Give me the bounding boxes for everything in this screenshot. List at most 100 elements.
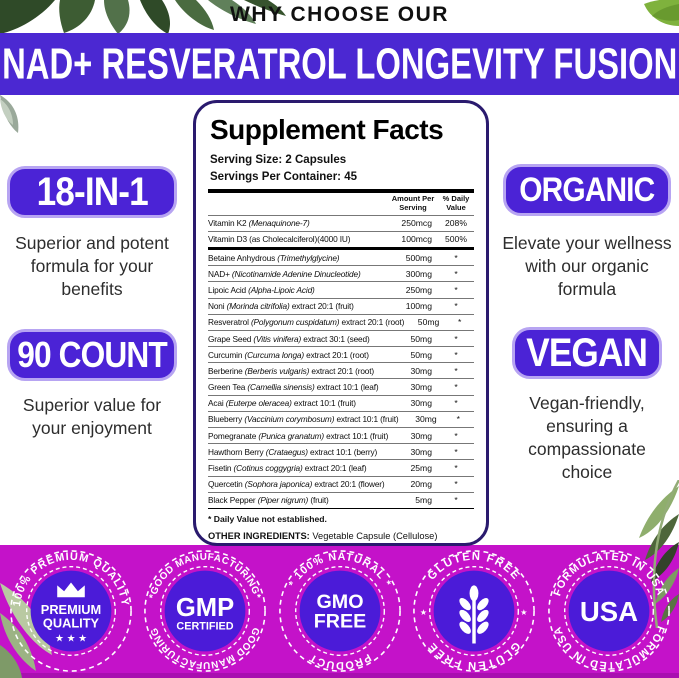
table-row: Betaine Anhydrous (Trimethylglycine) 500…	[208, 246, 474, 265]
ingredient-name: Pomegranate (Punica granatum) extract 10…	[208, 430, 389, 441]
ingredient-daily-value: *	[454, 349, 458, 360]
footer-strip: 100% PREMIUM QUALITY PREMIUM QUALITY ★ ★…	[0, 480, 679, 678]
table-row: Green Tea (Camellia sinensis) extract 10…	[208, 378, 474, 394]
ingredient-name: NAD+ (Nicotinamide Adenine Dinucleotide)	[208, 268, 361, 279]
facts-table-header: Amount Per Serving % Daily Value	[208, 193, 474, 214]
ingredient-name: Hawthorn Berry (Crataegus) extract 10:1 …	[208, 446, 378, 457]
ingredient-name: Lipoic Acid (Alpha-Lipoic Acid)	[208, 284, 315, 295]
seal-core	[30, 570, 111, 652]
seal-inner-ring	[563, 566, 654, 656]
table-row: Pomegranate (Punica granatum) extract 10…	[208, 427, 474, 443]
table-row: Vitamin D3 (as Cholecalciferol)(4000 IU)…	[208, 230, 474, 247]
seal-gmo-free: * 100% NATURAL * PRODUCT GMO FREE	[278, 550, 401, 672]
ingredient-daily-value: *	[454, 284, 458, 295]
daily-value-footnote: * Daily Value not established.	[208, 507, 474, 524]
feature-desc-organic: Elevate your wellness with our organic f…	[502, 233, 672, 300]
kicker-text: WHY CHOOSE OUR	[230, 3, 449, 26]
feature-organic: ORGANIC	[503, 164, 671, 216]
ingredient-amount: 300mg	[405, 268, 432, 279]
ingredient-daily-value: *	[454, 382, 458, 393]
table-row: Grape Seed (Vitis vinifera) extract 30:1…	[208, 329, 474, 346]
side-star: ★	[520, 608, 527, 617]
ingredient-amount: 20mg	[410, 479, 433, 490]
table-row: Hawthorn Berry (Crataegus) extract 10:1 …	[208, 443, 474, 459]
feature-desc-90-count: Superior value for your enjoyment	[22, 395, 162, 439]
other-ingredients-label: OTHER INGREDIENTS:	[208, 530, 310, 541]
seal-formulated-in-usa: FORMULATED IN USA FORMULATED IN USA USA	[547, 550, 670, 672]
ingredient-amount: 50mg	[410, 349, 433, 360]
ingredient-name: Acai (Euterpe oleracea) extract 10:1 (fr…	[208, 398, 356, 409]
table-row: Acai (Euterpe oleracea) extract 10:1 (fr…	[208, 394, 474, 411]
ingredient-amount: 30mg	[410, 398, 433, 409]
feature-desc-18-in-1: Superior and potent formula for your ben…	[15, 233, 169, 300]
banner-title: NAD+ RESVERATROL LONGEVITY FUSION	[1, 39, 678, 88]
ingredient-daily-value: *	[457, 317, 462, 328]
ingredient-daily-value: *	[454, 446, 458, 457]
seal-core	[568, 570, 649, 652]
supplement-facts-panel: Supplement Facts Serving Size: 2 Capsule…	[193, 100, 489, 546]
facts-title: Supplement Facts	[210, 114, 444, 145]
ingredient-daily-value: *	[454, 398, 458, 409]
ingredient-name: Betaine Anhydrous (Trimethylglycine)	[208, 252, 340, 263]
leaf-decoration-top-right	[644, 0, 679, 26]
feature-90-count: 90 COUNT	[7, 329, 177, 381]
ingredient-amount: 50mg	[410, 333, 433, 344]
feature-desc-vegan: Vegan-friendly, ensuring a compassionate…	[528, 393, 646, 483]
seal-inner-ring	[429, 566, 519, 656]
title-banner: NAD+ RESVERATROL LONGEVITY FUSION	[0, 33, 679, 95]
table-row: Lipoic Acid (Alpha-Lipoic Acid) 250mg *	[208, 281, 474, 297]
ingredient-amount: 30mg	[410, 365, 433, 376]
wheat-icon	[459, 585, 489, 644]
badge-organic: ORGANIC	[503, 164, 671, 216]
seal-outer-ring	[144, 550, 266, 672]
table-row: Fisetin (Cotinus coggygria) extract 20:1…	[208, 459, 474, 475]
ingredient-amount: 30mg	[410, 430, 433, 441]
ingredient-name: Resveratrol (Polygonum cuspidatum) extra…	[208, 317, 405, 328]
feature-18-in-1: 18-IN-1	[7, 166, 177, 218]
ingredient-amount: 250mg	[405, 284, 432, 295]
ingredient-daily-value: *	[454, 463, 458, 473]
seal-inner-ring	[25, 566, 116, 656]
crown-icon	[56, 582, 85, 598]
table-row: Quercetin (Sophora japonica) extract 20:…	[208, 475, 474, 492]
ingredient-name: Vitamin D3 (as Cholecalciferol)(4000 IU)	[208, 234, 351, 245]
ingredient-daily-value: *	[454, 333, 458, 344]
feature-vegan: VEGAN	[512, 327, 662, 379]
ingredient-name: Fisetin (Cotinus coggygria) extract 20:1…	[208, 463, 367, 473]
ingredient-daily-value: 500%	[445, 234, 467, 245]
column-header-amount: Amount Per Serving	[391, 194, 435, 212]
seal-gluten-free: GLUTEN FREE GLUTEN FREE ★ ★	[413, 550, 535, 672]
seal-text: GMO	[316, 591, 363, 613]
ingredient-daily-value: *	[454, 430, 458, 441]
ingredient-name: Berberine (Berberis vulgaris) extract 20…	[208, 365, 375, 376]
badge-18-in-1: 18-IN-1	[7, 166, 177, 218]
ingredient-amount: 25mg	[410, 463, 433, 473]
ingredient-amount: 100mcg	[401, 234, 432, 245]
ingredient-name: Noni (Morinda citrifolia) extract 20:1 (…	[208, 301, 354, 312]
seal-inner-ring	[160, 566, 250, 656]
seal-outer-ring	[413, 550, 535, 672]
seal-premium-quality: 100% PREMIUM QUALITY PREMIUM QUALITY ★ ★…	[9, 550, 132, 672]
ingredient-amount: 100mg	[405, 301, 432, 312]
ingredient-daily-value: 208%	[445, 218, 467, 229]
table-row: Resveratrol (Polygonum cuspidatum) extra…	[208, 313, 474, 330]
badge-90-count: 90 COUNT	[7, 329, 177, 381]
seal-text: PREMIUM	[40, 602, 100, 617]
ingredient-daily-value: *	[454, 479, 458, 490]
ingredient-name: Curcumin (Curcuma longa) extract 20:1 (r…	[208, 349, 369, 360]
ingredient-amount: 500mg	[405, 252, 432, 263]
seal-outer-ring	[547, 550, 670, 672]
ingredient-daily-value: *	[454, 495, 458, 506]
seal-text: USA	[579, 596, 637, 627]
seal-row: 100% PREMIUM QUALITY PREMIUM QUALITY ★ ★…	[0, 547, 679, 675]
table-row: Noni (Morinda citrifolia) extract 20:1 (…	[208, 297, 474, 314]
seal-text: FREE	[313, 611, 366, 633]
table-row: Vitamin K2 (Menaquinone-7) 250mcg 208%	[208, 214, 474, 231]
seal-text: GMP	[176, 594, 234, 622]
servings-per-container: Servings Per Container: 45	[210, 170, 357, 183]
ingredient-amount: 30mg	[410, 382, 433, 393]
other-ingredients: OTHER INGREDIENTS: Vegetable Capsule (Ce…	[208, 531, 474, 541]
badge-vegan: VEGAN	[512, 327, 662, 379]
table-row: Black Pepper (Piper nigrum) (fruit) 5mg …	[208, 491, 474, 508]
seal-inner-ring	[294, 566, 385, 656]
